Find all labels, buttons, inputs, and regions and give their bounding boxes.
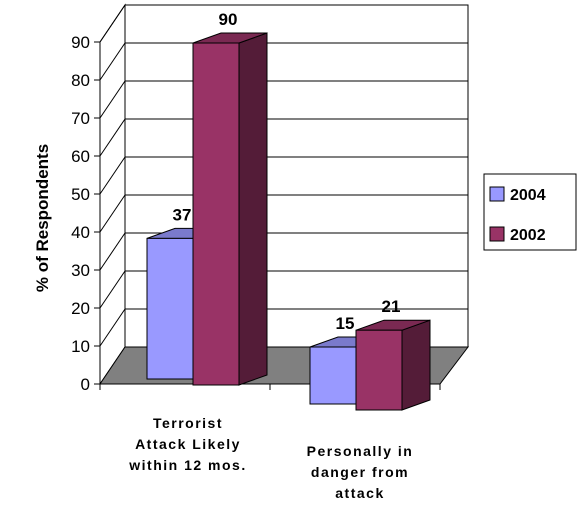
legend-swatch-2004 — [489, 186, 505, 202]
bar-side-2002-1 — [401, 319, 431, 411]
bar-layer — [146, 32, 431, 411]
category-label-1-line-2: attack — [335, 485, 384, 501]
bar-2002-1 — [355, 329, 403, 411]
bar-2004-1 — [309, 346, 357, 405]
y-tick-label: 30 — [71, 261, 90, 280]
label-layer: 37 90 Terrorist Attack Likely within 12 mos.… — [128, 10, 414, 501]
gridline-side — [99, 118, 126, 157]
data-label-2004-1: 15 — [336, 314, 355, 333]
gridline-side — [99, 42, 126, 81]
bar-2004-0 — [146, 237, 194, 380]
category-label-0-line-2: within 12 mos. — [128, 457, 246, 473]
data-label-2002-0: 90 — [219, 10, 238, 29]
data-label-2002-1: 21 — [382, 297, 401, 316]
gridline-side — [99, 80, 126, 119]
data-label-2004-0: 37 — [173, 205, 192, 224]
y-tick-label: 60 — [71, 147, 90, 166]
gridline-side — [99, 156, 126, 195]
y-tick-label: 10 — [71, 337, 90, 356]
axis-layer: 0 10 20 30 40 50 60 70 80 90 — [71, 33, 441, 394]
y-axis-title: % of Respondents — [33, 144, 52, 292]
category-label-0-line-1: Attack Likely — [135, 436, 241, 452]
category-label-1-line-0: Personally in — [307, 443, 414, 459]
gridline-side — [99, 232, 126, 271]
gridline-side — [99, 270, 126, 309]
category-label-1-line-1: danger from — [311, 464, 409, 480]
y-tick-label: 20 — [71, 299, 90, 318]
y-tick-label: 90 — [71, 33, 90, 52]
gridline-side — [99, 4, 126, 43]
y-tick-label: 40 — [71, 223, 90, 242]
legend-swatch-2002 — [489, 226, 505, 242]
bar-2002-0 — [192, 42, 240, 386]
category-label-0-line-0: Terrorist — [153, 415, 223, 431]
legend: 2004 2002 — [483, 173, 577, 251]
legend-label-2004: 2004 — [510, 187, 546, 204]
gridline-side — [99, 194, 126, 233]
bar-side-2002-0 — [238, 32, 268, 386]
y-tick-label: 80 — [71, 71, 90, 90]
y-tick-label: 50 — [71, 185, 90, 204]
y-tick-label: 70 — [71, 109, 90, 128]
legend-label-2002: 2002 — [510, 227, 546, 244]
gridline-side — [99, 308, 126, 347]
y-tick-label: 0 — [81, 375, 90, 394]
